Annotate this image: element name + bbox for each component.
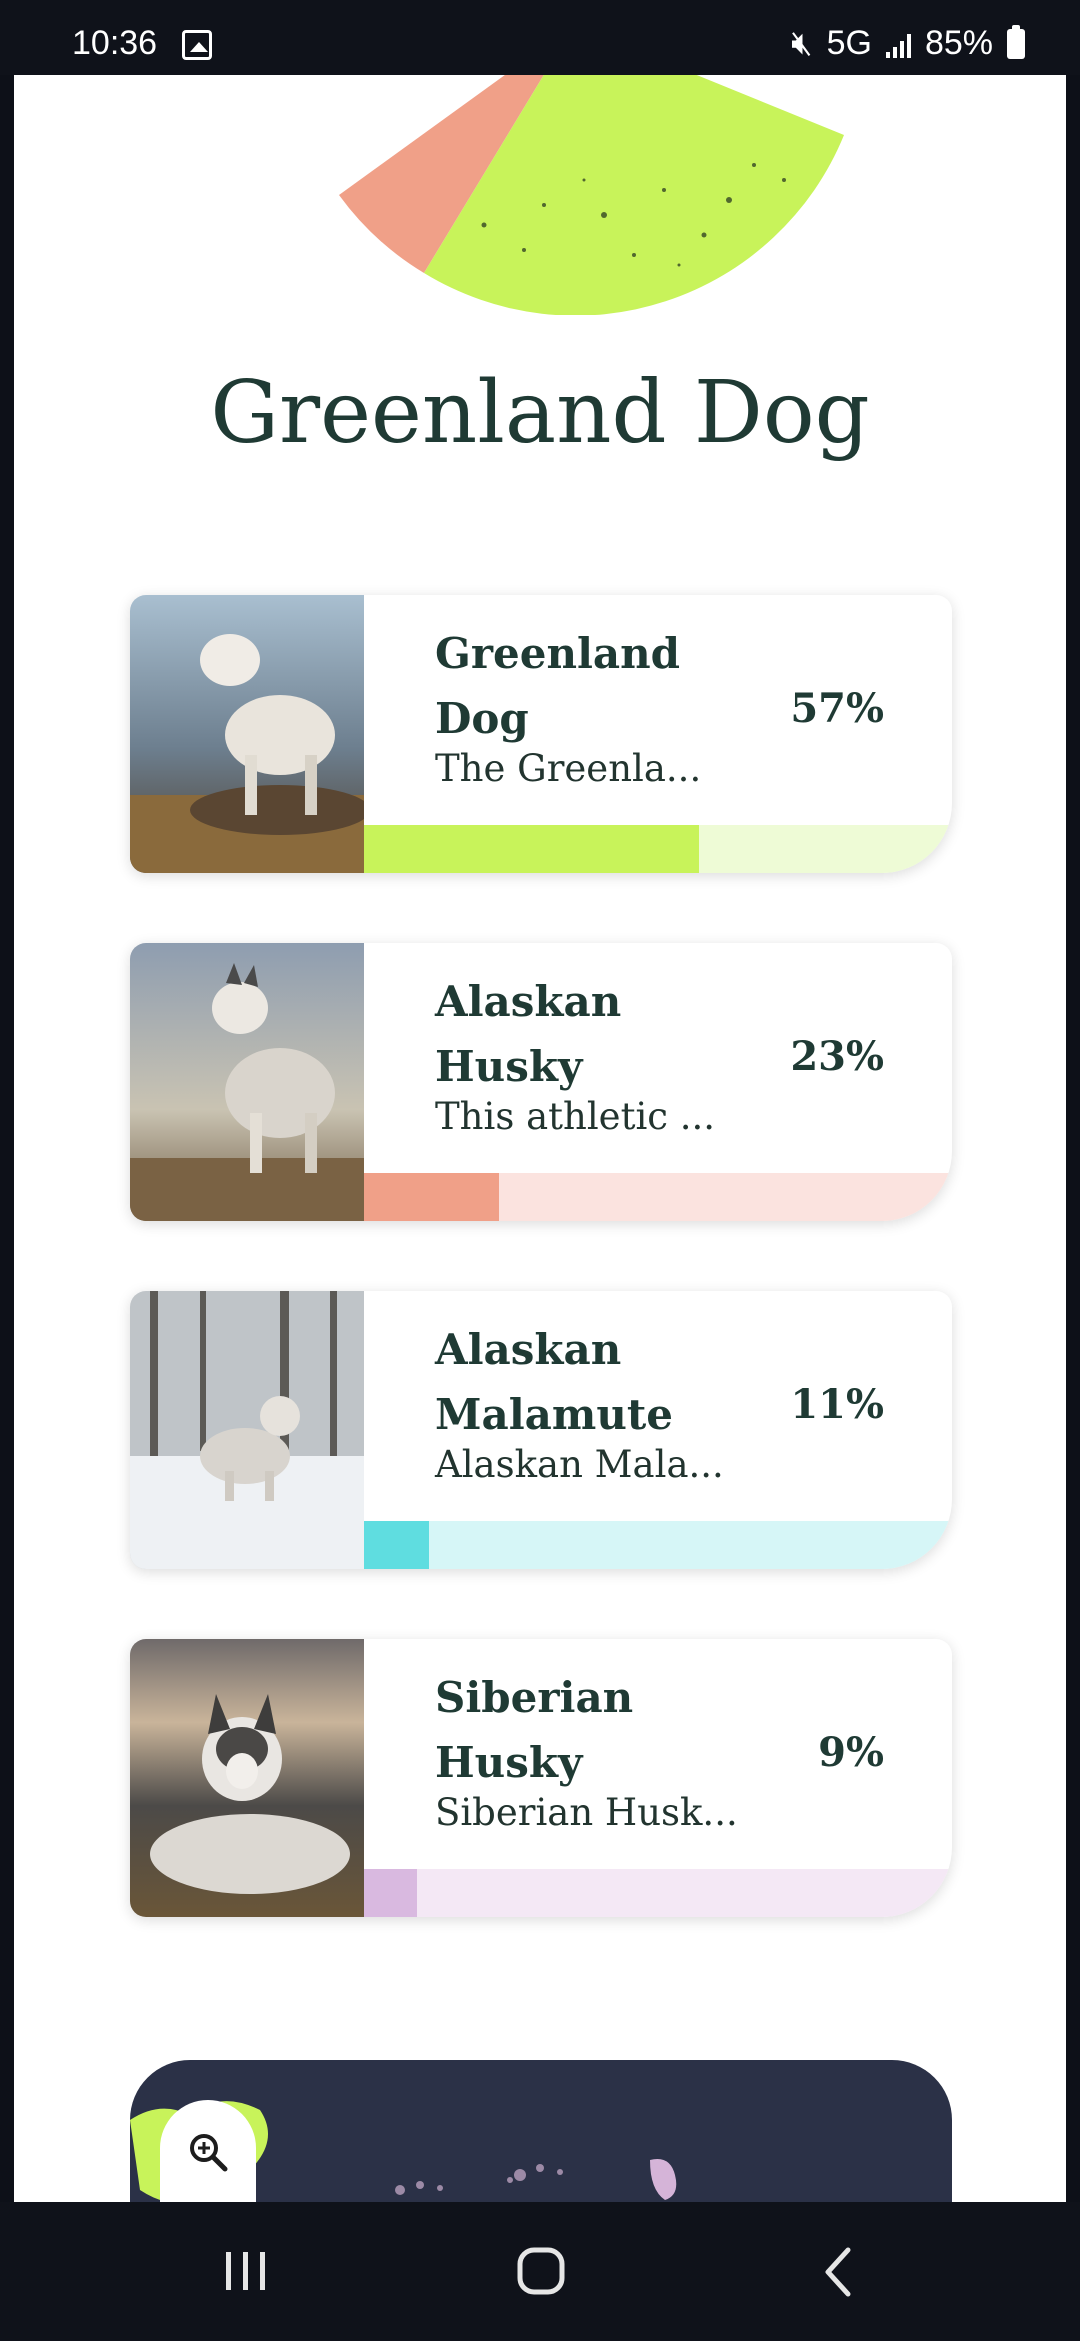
match-progress-bar [364,1521,952,1569]
breed-name: Greenland Dog [435,629,681,743]
breed-match-percent: 9% [818,1729,884,1776]
match-progress-bar [364,825,952,873]
home-icon[interactable] [500,2242,580,2302]
origin-map-panel[interactable] [130,2060,952,2202]
status-bar: 10:36 🔇︎ 5G 85% [0,0,1080,75]
breed-description: The Greenla... [435,747,702,790]
breed-name: Alaskan Malamute [435,1325,673,1439]
status-time: 10:36 [72,24,158,62]
network-type: 5G [826,24,872,62]
image-icon [182,30,212,60]
breed-name: Alaskan Husky [435,977,622,1091]
breed-result-card[interactable]: Siberian Husky Siberian Husk... 9% [130,1639,952,1917]
zoom-in-button[interactable] [160,2100,256,2202]
match-progress-fill [364,1869,417,1917]
breed-match-percent: 23% [790,1033,884,1080]
page-title: Greenland Dog [210,362,870,463]
match-progress-bar [364,1173,952,1221]
battery-percent: 85% [924,24,993,62]
breed-match-percent: 57% [790,685,884,732]
zoom-in-icon [190,2134,228,2172]
mute-icon: 🔇︎ [791,24,813,62]
system-nav-bar [0,2202,1080,2341]
breed-result-card[interactable]: Alaskan Malamute Alaskan Mala... 11% [130,1291,952,1569]
match-progress-fill [364,825,700,873]
breed-result-card[interactable]: Greenland Dog The Greenla... 57% [130,595,952,873]
pie-slice-husky [339,75,544,273]
status-indicators: 🔇︎ 5G 85% [791,24,1025,63]
breed-photo [130,1639,364,1917]
match-progress-fill [364,1521,429,1569]
breed-photo [130,943,364,1221]
breed-photo [130,1291,364,1569]
breed-match-percent: 11% [790,1381,884,1428]
recents-icon[interactable] [206,2242,286,2302]
breed-result-card[interactable]: Alaskan Husky This athletic ... 23% [130,943,952,1221]
breed-name: Siberian Husky [435,1673,634,1787]
breed-description: Siberian Husk... [435,1791,738,1834]
battery-icon [1007,24,1025,59]
breed-photo [130,595,364,873]
back-icon[interactable] [800,2242,880,2302]
breed-description: Alaskan Mala... [435,1443,724,1486]
match-progress-bar [364,1869,952,1917]
match-progress-fill [364,1173,500,1221]
signal-icon [885,30,911,58]
breed-description: This athletic ... [435,1095,716,1138]
result-pie-chart [339,75,844,315]
main-content: Greenland Dog Gr [14,75,1066,2202]
pie-slice-greenland [424,75,844,315]
